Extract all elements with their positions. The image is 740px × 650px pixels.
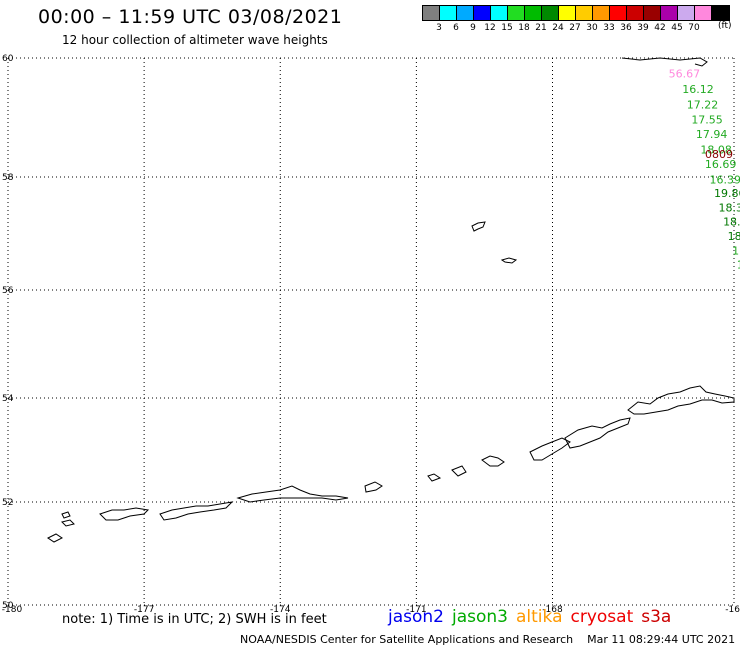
legend-s3a: s3a — [641, 607, 672, 627]
colorbar-swatch — [627, 6, 644, 20]
latitude-tick-label: 60 — [2, 54, 14, 64]
umnak-island — [529, 437, 571, 461]
colorbar-swatch — [661, 6, 678, 20]
map-title: 00:00 – 11:59 UTC 03/08/2021 — [38, 6, 343, 28]
colorbar-tick-label: 70 — [688, 23, 700, 33]
rat-islands — [159, 501, 234, 521]
satellite-legend: jason2 jason3 altika cryosat s3a — [388, 607, 679, 627]
wave-height-value: 18.08 — [700, 144, 732, 157]
wave-height-value: 18.11 — [723, 216, 740, 229]
wave-height-value: 16.69 — [705, 158, 737, 171]
colorbar-tick-label: 21 — [535, 23, 547, 33]
colorbar-swatch — [712, 6, 729, 20]
colorbar-swatch — [542, 6, 559, 20]
colorbar-swatch — [610, 6, 627, 20]
wave-height-value: 17.22 — [687, 98, 719, 111]
colorbar-swatch — [644, 6, 661, 20]
tanaga-islands — [236, 485, 349, 503]
st-paul-island — [471, 221, 486, 232]
longitude-tick-label: -168 — [542, 605, 563, 615]
colorbar-tick-label: 30 — [586, 23, 598, 33]
colorbar-swatch — [559, 6, 576, 20]
latitude-tick-label: 58 — [2, 173, 14, 183]
legend-cryosat: cryosat — [570, 607, 634, 627]
colorbar-tick-label: 9 — [470, 23, 476, 33]
credit-line: NOAA/NESDIS Center for Satellite Applica… — [240, 633, 735, 646]
wave-height-value: 56.67 — [669, 67, 701, 80]
atka-island — [427, 473, 442, 482]
colorbar-tick-label: 15 — [501, 23, 513, 33]
latitude-tick-label: 50 — [2, 601, 14, 611]
satellite-pass-label: 0809 — [705, 148, 733, 161]
wave-height-value: 17.94 — [696, 128, 728, 141]
islands-of-four-mountains — [481, 455, 505, 467]
lat-lon-grid — [7, 57, 735, 606]
colorbar-tick-label: 12 — [484, 23, 496, 33]
agattu-island — [47, 533, 63, 543]
credit-text: NOAA/NESDIS Center for Satellite Applica… — [240, 633, 574, 646]
adak-island — [364, 481, 383, 493]
colorbar-tick-label: 27 — [569, 23, 581, 33]
latitude-tick-label: 54 — [2, 394, 14, 404]
wave-height-value: 18.83 — [728, 230, 740, 243]
colorbar-swatch — [423, 6, 440, 20]
wave-height-value: 16.39 — [709, 173, 740, 186]
alaska-peninsula-tip — [627, 385, 735, 415]
colorbar-tick-label: 33 — [603, 23, 615, 33]
legend-jason2: jason2 — [388, 607, 444, 627]
colorbar-swatch — [576, 6, 593, 20]
wave-height-value: 17.55 — [691, 113, 723, 126]
longitude-tick-label: -174 — [270, 605, 291, 615]
colorbar-tick-label: 42 — [654, 23, 666, 33]
alaska-mainland-coast — [621, 57, 708, 67]
aleutian-coastline — [47, 57, 735, 543]
colorbar-tick-label: 6 — [453, 23, 459, 33]
colorbar-swatch — [491, 6, 508, 20]
near-islands-attu — [99, 507, 150, 521]
colorbar-ticks: 3 6 9 12 15 18 21 24 27 30 33 36 39 42 45 70 — [422, 21, 730, 33]
colorbar-tick-label: 45 — [671, 23, 683, 33]
latitude-tick-label: 56 — [2, 286, 14, 296]
axis-labels: 60 58 56 54 52 50-180 -177 -174 -171 -168 -16 — [2, 54, 740, 615]
colorbar-tick-label: 18 — [518, 23, 530, 33]
wave-height-value: 19.86 — [714, 187, 740, 200]
colorbar-tick-label: 3 — [436, 23, 442, 33]
colorbar-swatch — [593, 6, 610, 20]
colorbar-tick-label: 36 — [620, 23, 632, 33]
colorbar-swatch — [440, 6, 457, 20]
colorbar-swatch — [525, 6, 542, 20]
colorbar-swatch — [508, 6, 525, 20]
longitude-tick-label: -177 — [134, 605, 154, 615]
timestamp: Mar 11 08:29:44 UTC 2021 — [587, 633, 736, 646]
colorbar-tick-label: 24 — [552, 23, 564, 33]
colorbar-swatch — [474, 6, 491, 20]
longitude-tick-label: -180 — [2, 605, 23, 615]
unalaska-island — [564, 417, 631, 449]
wave-height-colorbar: 3 6 9 12 15 18 21 24 27 30 33 36 39 42 45 70 — [422, 5, 730, 33]
wave-height-value: 16.87 — [737, 259, 740, 272]
st-george-island — [500, 257, 518, 264]
legend-jason3: jason3 — [452, 607, 508, 627]
colorbar-tick-label: 39 — [637, 23, 649, 33]
footnote: note: 1) Time is in UTC; 2) SWH is in fe… — [62, 612, 327, 627]
longitude-tick-label: -171 — [406, 605, 426, 615]
legend-altika: altika — [516, 607, 563, 627]
colorbar-unit: (ft) — [718, 21, 732, 31]
longitude-tick-label: -16 — [725, 605, 740, 615]
colorbar-swatches — [422, 5, 730, 21]
latitude-tick-label: 52 — [2, 498, 13, 508]
colorbar-swatch — [457, 6, 474, 20]
semichi-islands — [61, 519, 75, 527]
amlia-island — [451, 465, 467, 477]
colorbar-swatch — [695, 6, 712, 20]
wave-height-value: 17.88 — [732, 244, 740, 257]
wave-height-value: 18.32 — [719, 202, 740, 215]
wave-height-value: 16.12 — [682, 83, 714, 96]
commander-islet — [61, 511, 71, 519]
colorbar-swatch — [678, 6, 695, 20]
map-subtitle: 12 hour collection of altimeter wave hei… — [62, 33, 328, 47]
